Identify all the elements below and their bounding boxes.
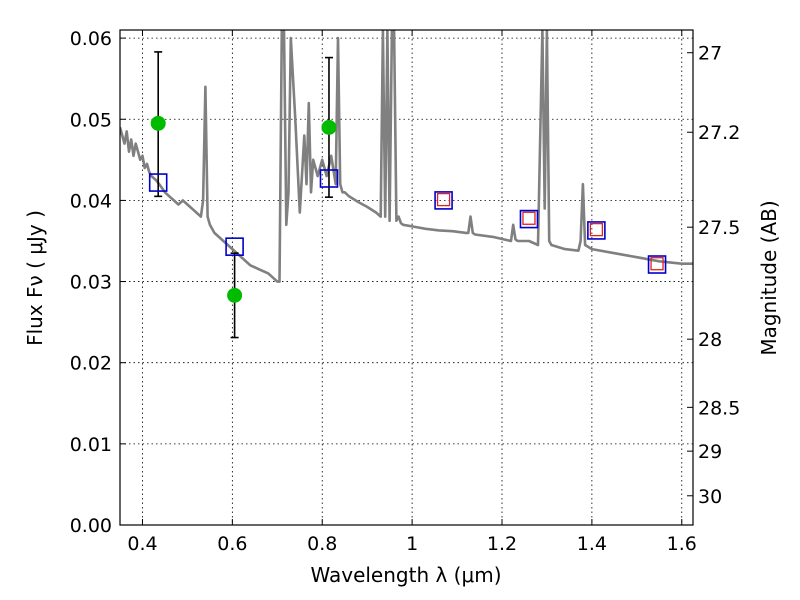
x-tick-label: 1.2 — [487, 533, 517, 555]
x-axis: 0.4 0.6 0.8 1 1.2 1.4 1.6 — [127, 30, 697, 555]
x-tick-label: 0.4 — [127, 533, 157, 555]
observed-point — [150, 115, 166, 131]
plot-frame — [119, 29, 694, 526]
x-tick-label: 0.6 — [217, 533, 247, 555]
model-box-marker — [587, 221, 606, 240]
x-axis-title: Wavelength λ (μm) — [310, 563, 501, 587]
spectrum-line — [120, 30, 693, 283]
model-box-marker — [519, 209, 539, 229]
model-inner-marker — [436, 192, 451, 207]
y-tick-label: 0.04 — [70, 190, 112, 212]
y2-tick-label: 30 — [698, 486, 722, 508]
y-axis-title: Flux Fν ( μJy ) — [23, 210, 47, 346]
y-tick-label: 0.06 — [70, 28, 112, 50]
y2-axis-title: Magnitude (AB) — [757, 200, 781, 355]
y2-tick-label: 28.5 — [698, 397, 740, 419]
y2-tick-label: 27 — [698, 43, 722, 65]
model-box-marker — [647, 255, 667, 274]
x-tick-label: 0.8 — [307, 533, 337, 555]
y2-tick-label: 28 — [698, 329, 722, 351]
y2-tick-label: 27.2 — [698, 122, 740, 144]
observed-point — [227, 287, 243, 303]
model-box-marker — [434, 191, 453, 210]
y2-tick-label: 29 — [698, 441, 722, 463]
x-tick-label: 1.4 — [577, 533, 607, 555]
y-tick-label: 0.00 — [70, 515, 112, 537]
model-inner-marker — [650, 257, 664, 271]
x-tick-label: 1 — [406, 533, 418, 555]
model-box-marker — [148, 173, 168, 192]
model-inner-marker — [589, 222, 604, 237]
y-tick-label: 0.02 — [70, 353, 112, 375]
plot-content — [120, 30, 693, 339]
observed-point — [321, 119, 337, 135]
model-box-marker — [225, 237, 244, 256]
model-inner-marker — [522, 211, 536, 225]
y-tick-label: 0.05 — [70, 109, 112, 131]
y-axis-left: 0.00 0.01 0.02 0.03 0.04 0.05 0.06 — [70, 28, 126, 537]
y-tick-label: 0.03 — [70, 272, 112, 294]
model-box-marker — [319, 169, 339, 188]
y-axis-right: 27 27.2 27.5 28 28.5 29 30 — [687, 43, 740, 508]
plot-area — [120, 30, 693, 339]
x-tick-label: 1.6 — [667, 533, 697, 555]
y-tick-label: 0.01 — [70, 434, 112, 456]
y2-tick-label: 27.5 — [698, 217, 740, 239]
